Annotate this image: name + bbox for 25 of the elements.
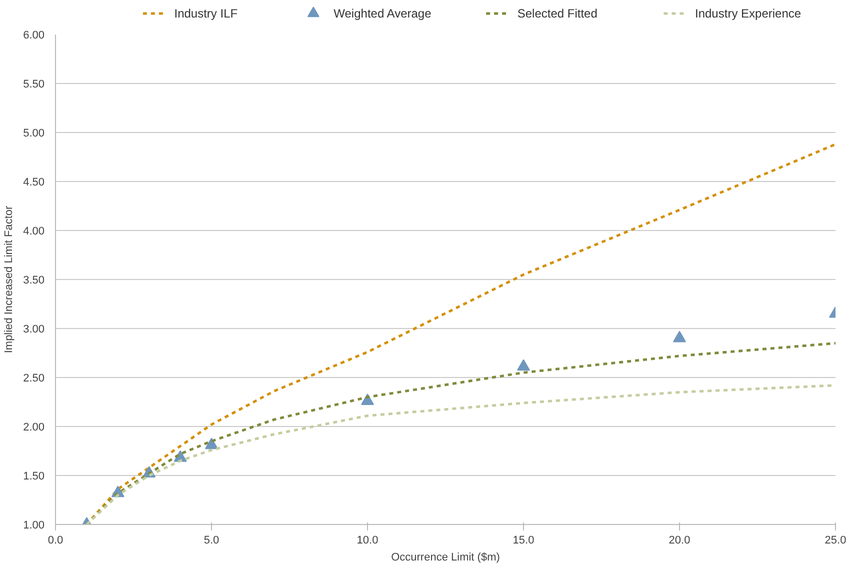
legend-label: Weighted Average [334,6,432,20]
x-tick-label: 5.0 [204,534,220,546]
y-tick-label: 2.50 [23,372,45,384]
y-tick-label: 2.00 [23,422,45,434]
y-tick-label: 4.50 [23,176,45,188]
x-axis-title: Occurrence Limit ($m) [391,552,500,564]
point [673,330,686,342]
y-tick-label: 3.50 [23,274,45,286]
y-tick-label: 1.50 [23,470,45,482]
y-tick-label: 5.50 [23,78,45,90]
y-tick-label: 4.00 [23,226,45,238]
y-tick-label: 1.00 [23,520,45,532]
legend-label: Selected Fitted [517,6,598,20]
x-tick-label: 15.0 [512,534,534,546]
x-tick-label: 20.0 [668,534,690,546]
y-tick-label: 3.00 [23,324,45,336]
legend-label: Industry ILF [174,6,238,20]
legend-label: Industry Experience [695,6,802,20]
y-axis-title: Implied Increased Limit Factor [3,205,16,354]
y-tick-label: 6.00 [23,30,45,42]
y-tick-label: 5.00 [23,128,45,140]
x-tick-label: 25.0 [824,534,846,546]
x-tick-label: 10.0 [356,534,378,546]
x-tick-label: 0.0 [48,534,64,546]
point [517,359,530,371]
